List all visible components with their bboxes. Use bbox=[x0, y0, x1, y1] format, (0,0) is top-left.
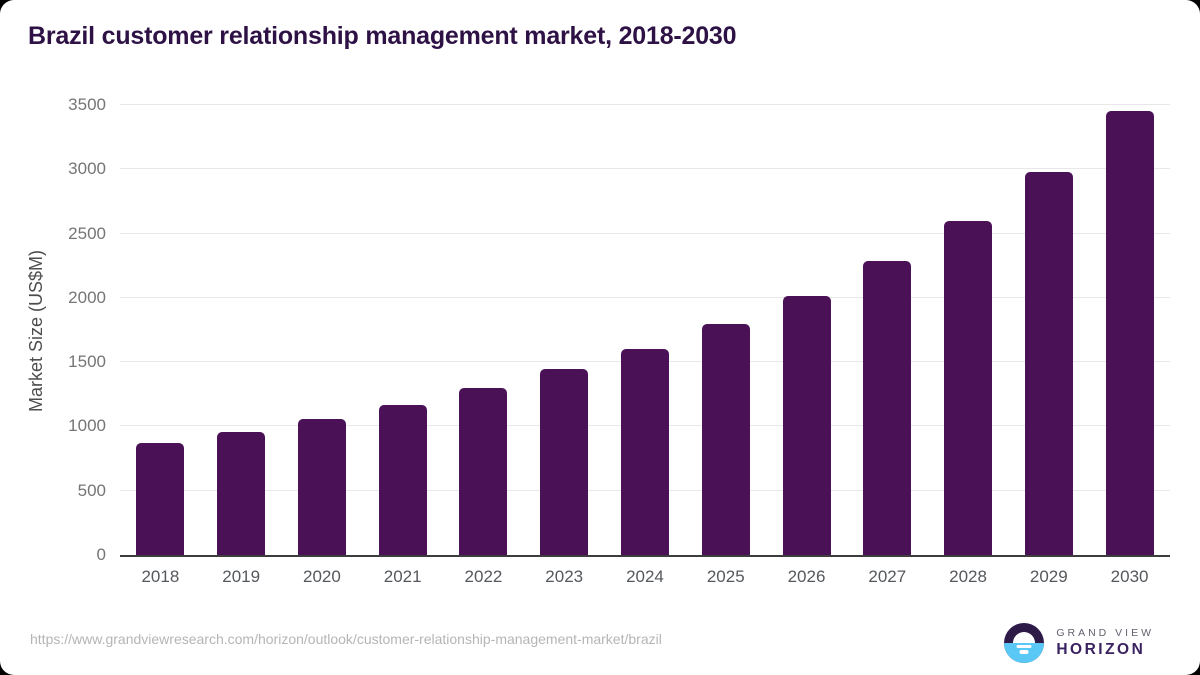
x-axis-tick-labels: 2018 2019 2020 2021 2022 2023 2024 2025 2026 2027… bbox=[120, 567, 1170, 587]
bar-column-2027 bbox=[847, 105, 928, 555]
bar-column-2021 bbox=[362, 105, 443, 555]
x-tick-label-2021: 2021 bbox=[383, 567, 422, 586]
bar-column-2024 bbox=[605, 105, 686, 555]
bar-chart: 0 500 1000 1500 2000 2500 3000 3500 2018 2019 202… bbox=[68, 95, 1170, 586]
bar-2021 bbox=[378, 404, 427, 555]
y-tick-label-1000: 1000 bbox=[68, 416, 106, 436]
bar-2023 bbox=[540, 369, 589, 555]
x-tick-label-2020: 2020 bbox=[303, 567, 341, 586]
bar-column-2023 bbox=[524, 105, 605, 555]
bar-2020 bbox=[297, 418, 346, 555]
bar-series bbox=[120, 105, 1170, 555]
bar-2029 bbox=[1024, 171, 1073, 555]
x-tick-label-2027: 2027 bbox=[868, 567, 907, 586]
bar-column-2018 bbox=[120, 105, 201, 555]
x-tick-label-2028: 2028 bbox=[949, 567, 987, 586]
logo-reflection-dash bbox=[1019, 650, 1029, 654]
gridline-3500 bbox=[120, 104, 1170, 105]
bar-column-2030 bbox=[1089, 105, 1170, 555]
y-tick-label-3500: 3500 bbox=[68, 95, 106, 114]
grand-view-horizon-logo: GRAND VIEW HORIZON bbox=[1004, 623, 1154, 663]
bar-2030 bbox=[1105, 111, 1154, 555]
x-tick-label-2024: 2024 bbox=[626, 567, 664, 586]
source-url: https://www.grandviewresearch.com/horizo… bbox=[30, 631, 662, 647]
y-tick-label-500: 500 bbox=[77, 480, 106, 500]
x-tick-label-2026: 2026 bbox=[787, 567, 826, 586]
bar-2026 bbox=[782, 295, 831, 555]
bar-column-2020 bbox=[282, 105, 363, 555]
bar-2024 bbox=[620, 349, 669, 555]
bar-column-2028 bbox=[928, 105, 1009, 555]
y-tick-label-2000: 2000 bbox=[68, 287, 106, 307]
logo-reflection-dash bbox=[1016, 644, 1032, 649]
logo-brand-top: GRAND VIEW bbox=[1056, 626, 1154, 639]
y-tick-label-3000: 3000 bbox=[68, 159, 106, 179]
page-title: Brazil customer relationship management … bbox=[28, 22, 737, 50]
x-tick-label-2029: 2029 bbox=[1029, 567, 1068, 586]
y-tick-label-2500: 2500 bbox=[68, 223, 106, 243]
bar-2019 bbox=[217, 431, 266, 555]
gridline-3000 bbox=[120, 168, 1170, 170]
x-tick-label-2023: 2023 bbox=[545, 567, 584, 586]
bar-2025 bbox=[701, 324, 750, 555]
bar-2028 bbox=[944, 220, 993, 555]
y-tick-label-1500: 1500 bbox=[68, 352, 106, 372]
bar-column-2026 bbox=[766, 105, 847, 555]
bar-column-2022 bbox=[443, 105, 524, 555]
x-tick-label-2030: 2030 bbox=[1110, 567, 1149, 586]
bar-2022 bbox=[459, 387, 508, 555]
logo-brand-bottom: HORIZON bbox=[1056, 640, 1146, 658]
bar-column-2019 bbox=[201, 105, 282, 555]
bar-column-2029 bbox=[1008, 105, 1089, 555]
x-tick-label-2019: 2019 bbox=[222, 567, 261, 586]
x-tick-label-2018: 2018 bbox=[141, 567, 180, 586]
gridline-2500 bbox=[120, 232, 1170, 234]
y-axis-title: Market Size (US$M) bbox=[26, 249, 46, 413]
bar-2027 bbox=[863, 261, 912, 555]
y-tick-label-0: 0 bbox=[96, 545, 106, 564]
horizon-sunrise-icon bbox=[1004, 623, 1045, 663]
gridline-2000 bbox=[120, 296, 1170, 298]
bar-column-2025 bbox=[685, 105, 766, 555]
x-tick-label-2025: 2025 bbox=[706, 567, 745, 586]
x-tick-label-2022: 2022 bbox=[464, 567, 503, 586]
bar-2018 bbox=[136, 443, 185, 555]
logo-text: GRAND VIEW HORIZON bbox=[1056, 627, 1154, 660]
